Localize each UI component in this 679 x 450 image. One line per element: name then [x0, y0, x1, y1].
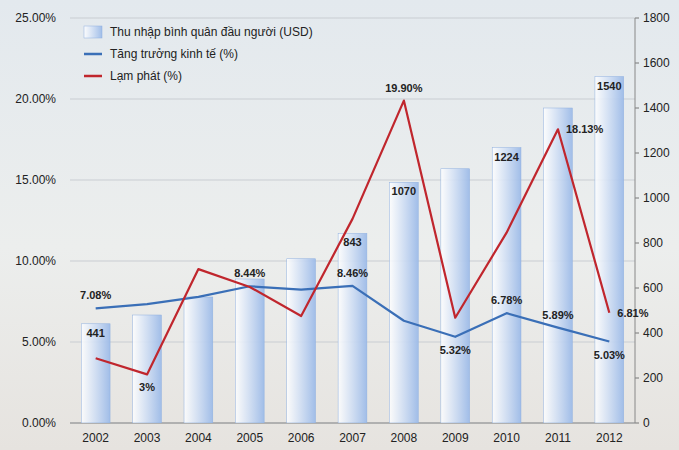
- bar: [287, 259, 316, 423]
- y2-tick-label: 1400: [643, 101, 670, 115]
- y2-tick: [635, 153, 639, 154]
- y2-tick: [635, 108, 639, 109]
- data-label: 7.08%: [80, 289, 111, 301]
- y-tick-label: 25.00%: [15, 11, 56, 25]
- legend-swatch: [84, 53, 102, 56]
- y2-tick-label: 200: [643, 371, 663, 385]
- data-labels: 441 843 1070 1224 1540 7.08% 8.44% 8.46% 5.32% 6.…: [80, 80, 649, 394]
- y-tick-label: 10.00%: [15, 254, 56, 268]
- legend-label: Thu nhập bình quân đầu người (USD): [110, 25, 313, 39]
- data-label: 8.46%: [337, 267, 368, 279]
- legend-swatch: [84, 75, 102, 78]
- y2-tick-label: 1600: [643, 56, 670, 70]
- data-label: 1070: [392, 185, 416, 197]
- data-label: 8.44%: [234, 267, 265, 279]
- x-tick-label: 2005: [236, 431, 263, 445]
- y-tick-label: 5.00%: [22, 335, 56, 349]
- plot-marks: [81, 77, 623, 424]
- x-tick-label: 2009: [442, 431, 469, 445]
- y2-tick: [635, 423, 639, 424]
- data-label: 6.78%: [491, 294, 522, 306]
- legend: Thu nhập bình quân đầu người (USD) Tăng t…: [84, 25, 313, 83]
- data-label: 843: [343, 236, 361, 248]
- data-label: 18.13%: [566, 123, 604, 135]
- x-tick-label: 2006: [288, 431, 315, 445]
- bar: [338, 233, 367, 423]
- x-tick-label: 2007: [339, 431, 366, 445]
- axes: 0.00% 5.00% 10.00% 15.00% 20.00% 25.00% 0 200 40…: [15, 11, 670, 445]
- data-label: 5.89%: [542, 309, 573, 321]
- x-tick-label: 2012: [596, 431, 623, 445]
- x-tick-label: 2003: [134, 431, 161, 445]
- y2-tick-label: 400: [643, 326, 663, 340]
- data-label: 5.03%: [594, 349, 625, 361]
- background: [0, 0, 679, 450]
- x-tick-label: 2010: [493, 431, 520, 445]
- y2-tick-label: 800: [643, 236, 663, 250]
- y2-tick-label: 600: [643, 281, 663, 295]
- y-tick-label: 0.00%: [22, 416, 56, 430]
- x-tick-label: 2002: [82, 431, 109, 445]
- legend-label: Tăng trưởng kinh tế (%): [110, 47, 238, 61]
- legend-label: Lạm phát (%): [110, 69, 182, 83]
- line: [96, 286, 610, 342]
- data-label: 5.32%: [440, 344, 471, 356]
- data-label: 6.81%: [617, 307, 648, 319]
- grid-line: [70, 18, 635, 19]
- data-label: 1224: [494, 151, 519, 163]
- bar: [544, 108, 573, 423]
- y2-tick: [635, 63, 639, 64]
- line: [96, 101, 610, 375]
- grid-line: [70, 99, 635, 100]
- y2-tick: [635, 198, 639, 199]
- y2-tick-label: 1800: [643, 11, 670, 25]
- y-tick-label: 15.00%: [15, 173, 56, 187]
- y2-tick: [635, 333, 639, 334]
- bar: [235, 279, 264, 423]
- legend-swatch: [84, 26, 102, 38]
- y2-tick-label: 1200: [643, 146, 670, 160]
- chart: 0.00% 5.00% 10.00% 15.00% 20.00% 25.00% 0 200 40…: [0, 0, 679, 450]
- y2-axis: [635, 18, 636, 423]
- y2-tick: [635, 378, 639, 379]
- y2-tick-label: 1000: [643, 191, 670, 205]
- data-label: 441: [87, 327, 105, 339]
- bar: [184, 297, 213, 423]
- data-label: 19.90%: [385, 82, 423, 94]
- y2-tick: [635, 288, 639, 289]
- x-tick-label: 2004: [185, 431, 212, 445]
- y2-tick: [635, 18, 639, 19]
- bar: [389, 182, 418, 423]
- y2-tick: [635, 243, 639, 244]
- x-tick-label: 2011: [545, 431, 571, 445]
- bar: [492, 148, 521, 423]
- data-label: 1540: [597, 80, 621, 92]
- bar: [441, 169, 470, 423]
- bar: [81, 324, 110, 423]
- y-tick-label: 20.00%: [15, 92, 56, 106]
- x-tick-label: 2008: [391, 431, 418, 445]
- data-label: 3%: [139, 381, 155, 393]
- y2-tick-label: 0: [643, 416, 650, 430]
- bar: [133, 315, 162, 423]
